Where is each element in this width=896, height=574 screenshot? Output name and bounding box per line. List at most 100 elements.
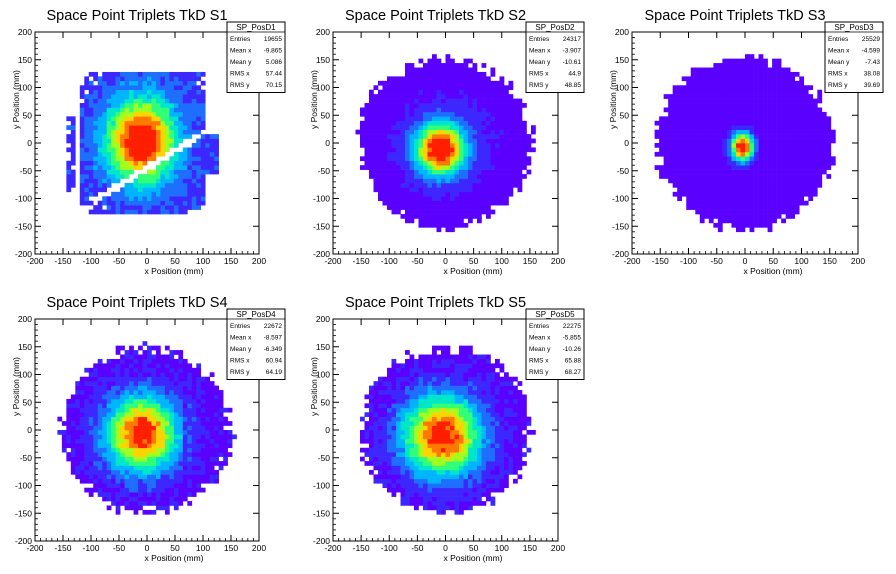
- heatmap-cell: [164, 103, 170, 108]
- heatmap-cell: [776, 103, 782, 108]
- heatmap-cell: [387, 76, 392, 82]
- heatmap-cell: [513, 156, 518, 162]
- heatmap-cell: [767, 222, 773, 228]
- heatmap-cell: [387, 438, 392, 444]
- heatmap-cell: [454, 156, 460, 162]
- heatmap-cell: [409, 178, 415, 184]
- heatmap-cell: [754, 169, 759, 175]
- heatmap-cell: [218, 438, 224, 444]
- y-axis-title: y Position (mm): [309, 70, 319, 129]
- heatmap-cell: [704, 214, 710, 219]
- heatmap-cell: [373, 174, 379, 179]
- heatmap-cell: [722, 182, 728, 188]
- heatmap-cell: [672, 120, 678, 126]
- heatmap-cell: [147, 89, 152, 95]
- heatmap-cell: [191, 169, 197, 175]
- heatmap-cell: [191, 492, 197, 497]
- heatmap-cell: [115, 174, 121, 179]
- heatmap-cell: [178, 160, 184, 166]
- stats-box-frame: [824, 21, 884, 93]
- heatmap-cell: [164, 182, 170, 188]
- heatmap-cell: [436, 129, 442, 135]
- heatmap-cell: [745, 209, 750, 215]
- heatmap-cell: [93, 478, 99, 484]
- heatmap-cell: [97, 138, 103, 144]
- heatmap-cell: [745, 138, 750, 144]
- heatmap-cell: [722, 218, 728, 224]
- heatmap-cell: [427, 103, 433, 108]
- heatmap-cell: [790, 76, 796, 82]
- stats-box-frame: [525, 21, 585, 93]
- heatmap-cell: [155, 358, 161, 364]
- heatmap-cell: [391, 200, 397, 206]
- heatmap-cell: [160, 372, 166, 378]
- heatmap-cell: [369, 147, 374, 153]
- heatmap-cell: [187, 363, 193, 369]
- heatmap-cell: [758, 218, 764, 224]
- heatmap-cell: [160, 143, 166, 148]
- heatmap-cell: [111, 89, 116, 95]
- heatmap-cell: [164, 94, 170, 99]
- heatmap-cell: [129, 496, 134, 502]
- heatmap-cell: [173, 412, 179, 417]
- heatmap-cell: [196, 174, 202, 179]
- heatmap-cell: [155, 390, 161, 395]
- heatmap-cell: [468, 134, 473, 139]
- heatmap-cell: [169, 350, 175, 355]
- heatmap-cell: [704, 143, 710, 148]
- heatmap-cell: [708, 151, 714, 157]
- heatmap-cell: [164, 143, 170, 148]
- heatmap-cell: [106, 76, 112, 82]
- heatmap-cell: [391, 80, 397, 86]
- heatmap-cell: [432, 151, 437, 157]
- heatmap-cell: [378, 421, 383, 426]
- heatmap-cell: [740, 80, 746, 86]
- heatmap-cell: [115, 367, 121, 373]
- heatmap-cell: [138, 363, 143, 369]
- heatmap-cell: [111, 94, 116, 99]
- heatmap-cell: [409, 174, 415, 179]
- heatmap-cell: [767, 214, 773, 219]
- heatmap-cell: [378, 187, 383, 193]
- heatmap-cell: [209, 474, 215, 480]
- heatmap-cell: [790, 214, 796, 219]
- heatmap-cell: [745, 205, 750, 210]
- heatmap-cell: [124, 89, 130, 95]
- heatmap-cell: [772, 169, 777, 175]
- heatmap-cell: [129, 111, 134, 117]
- heatmap-cell: [704, 160, 710, 166]
- heatmap-cell: [740, 103, 746, 108]
- heatmap-cell: [704, 103, 710, 108]
- heatmap-cell: [151, 469, 157, 475]
- heatmap-cell: [672, 174, 678, 179]
- heatmap-cell: [659, 129, 664, 135]
- heatmap-cell: [182, 94, 188, 99]
- heatmap-cell: [490, 134, 496, 139]
- heatmap-cell: [735, 160, 741, 166]
- heatmap-cell: [147, 447, 152, 453]
- heatmap-cell: [138, 492, 143, 497]
- heatmap-cell: [196, 129, 202, 135]
- heatmap-cell: [155, 187, 161, 193]
- heatmap-cell: [495, 160, 500, 166]
- heatmap-cell: [654, 151, 660, 157]
- heatmap-cell: [740, 151, 746, 157]
- heatmap-cell: [187, 116, 193, 122]
- heatmap-cell: [668, 143, 673, 148]
- heatmap-cell: [196, 182, 202, 188]
- heatmap-cell: [713, 89, 719, 95]
- heatmap-cell: [378, 129, 383, 135]
- heatmap-cell: [142, 107, 148, 113]
- heatmap-cell: [84, 478, 90, 484]
- heatmap-cell: [495, 200, 500, 206]
- heatmap-cell: [454, 187, 460, 193]
- heatmap-cell: [459, 165, 464, 170]
- heatmap-cell: [70, 452, 76, 457]
- heatmap-cell: [713, 80, 719, 86]
- heatmap-cell: [155, 381, 161, 386]
- heatmap-cell: [115, 501, 121, 506]
- heatmap-cell: [124, 367, 130, 373]
- heatmap-cell: [102, 98, 107, 104]
- heatmap-cell: [790, 196, 796, 202]
- heatmap-cell: [722, 209, 728, 215]
